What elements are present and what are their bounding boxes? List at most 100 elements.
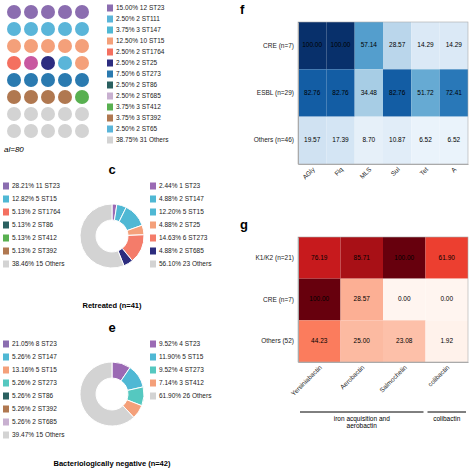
legend-label: 12.50% 10 ST15	[116, 37, 165, 44]
group-label: colibactin	[433, 415, 460, 422]
dot	[41, 39, 55, 53]
tick-label: K1/K2 (n=21)	[256, 254, 294, 262]
plot: 76.1985.71100.0061.90100.0028.570.000.00…	[256, 237, 469, 429]
axis: CRE (n=7)ESBL (n=29)Others (n=46)	[254, 23, 299, 165]
legend-label: 5.26% 2 ST392	[12, 405, 57, 412]
tick: colibactin	[426, 362, 450, 388]
cell-label: 0.00	[398, 295, 411, 302]
legend-swatch	[107, 5, 113, 12]
cell-label: 100.00	[302, 41, 322, 48]
legend-label: 13.16% 5 ST15	[12, 366, 57, 373]
cell	[355, 69, 383, 116]
axis: K1/K2 (n=21)CRE (n=7)Others (52)	[256, 238, 299, 363]
legend-label: 4.88% 2 ST685	[159, 247, 204, 254]
legend-label: 2.50% 2 ST86	[116, 81, 158, 88]
dot	[41, 73, 55, 87]
cell-label: 0.00	[440, 295, 453, 302]
legend-swatch	[107, 104, 113, 111]
legend-label: 61.90% 26 Others	[159, 392, 212, 399]
legend-label: 5.13% 2 ST412	[12, 234, 57, 241]
cell-label: 17.39	[332, 136, 349, 143]
cell	[383, 237, 426, 279]
legend-swatch	[3, 419, 9, 426]
cell-label: 23.08	[396, 337, 413, 344]
legend-label: 15.00% 12 ST23	[116, 4, 165, 11]
legend-label: 39.47% 15 Others	[12, 431, 65, 438]
dot	[75, 39, 89, 53]
legend-swatch	[3, 209, 9, 216]
legend-swatch	[150, 235, 156, 242]
dot	[7, 107, 21, 121]
tick: ESBL (n=29)	[257, 89, 298, 97]
cell-label: 1.92	[440, 337, 453, 344]
tick: MLS	[358, 164, 373, 180]
cell-label: 82.76	[389, 89, 406, 96]
group-line	[428, 412, 467, 413]
legend-label: 12.82% 5 ST15	[12, 195, 57, 202]
dot	[41, 22, 55, 36]
cell	[426, 279, 469, 321]
legend-swatch	[3, 354, 9, 361]
cell	[383, 22, 411, 69]
dot	[58, 5, 72, 19]
legend-swatch	[150, 222, 156, 229]
legend-swatch	[150, 380, 156, 387]
panel-heatmap: g76.1985.71100.0061.90100.0028.570.000.0…	[240, 217, 469, 429]
legend-label: 5.13% 2 ST1764	[12, 208, 61, 215]
legend-label: 5.26% 2 ST86	[12, 392, 54, 399]
tick-label: Flq	[333, 165, 345, 177]
cell-labels: 100.00100.0057.1428.5714.2914.2982.7682.…	[302, 41, 462, 143]
panel-label: c	[108, 162, 115, 177]
plot: 100.00100.0057.1428.5714.2914.2982.7682.…	[254, 22, 469, 181]
axis-line	[298, 238, 299, 363]
axis: YersiniabactinAerobactinSalmochelincolib…	[290, 362, 469, 397]
tick-label: A	[450, 165, 458, 173]
axis-line	[299, 362, 469, 363]
legend-label: 4.88% 2 ST25	[159, 221, 201, 228]
group-label: iron acquisition andaerobactin	[334, 415, 390, 429]
dot	[58, 22, 72, 36]
legend-swatch	[150, 183, 156, 190]
legend-label: 38.75% 31 Others	[116, 136, 169, 143]
dot	[58, 124, 72, 138]
cell-label: 82.76	[332, 89, 349, 96]
frame	[298, 237, 468, 362]
legend-label: 5.13% 2 ST86	[12, 221, 54, 228]
legend-swatch	[3, 341, 9, 348]
legend-swatch	[3, 393, 9, 400]
tick: Tet	[418, 164, 429, 177]
cell-labels: 76.1985.71100.0061.90100.0028.570.000.00…	[309, 254, 455, 344]
cell-label: 82.76	[304, 89, 321, 96]
dot	[75, 124, 89, 138]
legend-swatch	[150, 393, 156, 400]
dot	[58, 56, 72, 70]
cell	[298, 237, 341, 279]
group-line	[300, 412, 424, 413]
dot	[7, 56, 21, 70]
legend-swatch	[107, 115, 113, 122]
panel-title: Bacteriologically negative (n=42)	[54, 459, 171, 468]
pie	[80, 204, 144, 268]
cell	[326, 117, 354, 164]
cell	[298, 117, 326, 164]
legend: 9.52% 4 ST2311.90% 5 ST159.52% 4 ST2737.…	[150, 340, 212, 400]
tick: Sul	[389, 164, 401, 177]
tick-label: Aerobactin	[339, 363, 366, 390]
cell	[411, 69, 439, 116]
cell-label: 10.87	[389, 136, 406, 143]
cell-label: 6.52	[419, 136, 432, 143]
dot	[24, 5, 38, 19]
dot	[75, 90, 89, 104]
legend-swatch	[107, 137, 113, 144]
tick: Yersiniabactin	[290, 362, 324, 397]
legend-swatch	[3, 183, 9, 190]
cell	[440, 69, 468, 116]
legend-label: 4.88% 2 ST147	[159, 195, 204, 202]
legend-label: 5.26% 2 ST685	[12, 418, 57, 425]
cell	[355, 117, 383, 164]
cell-label: 61.90	[439, 254, 456, 261]
legend-swatch	[107, 82, 113, 89]
cell	[341, 279, 384, 321]
dot	[7, 39, 21, 53]
dots	[7, 5, 89, 138]
